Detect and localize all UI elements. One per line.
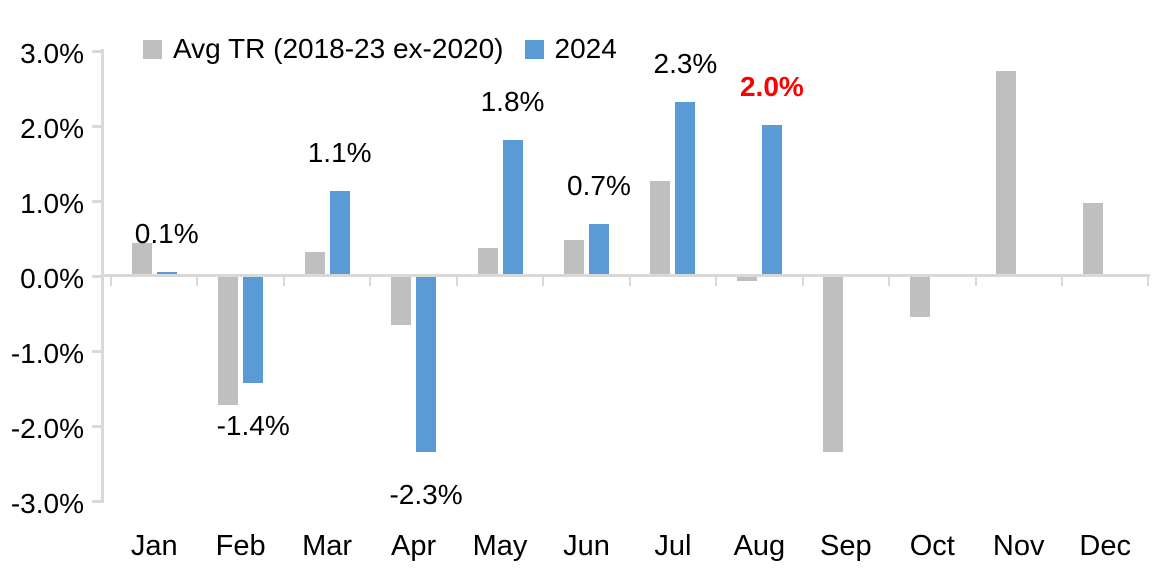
x-axis-label-aug: Aug: [733, 530, 786, 562]
x-axis-label-nov: Nov: [992, 530, 1045, 562]
bar-avg-tr-mar: [304, 252, 325, 276]
y-axis-tick: [92, 425, 101, 428]
x-axis-tick: [282, 277, 285, 286]
data-label-jun: 0.7%: [567, 170, 631, 202]
x-axis-tick: [369, 277, 372, 286]
y-axis-label--3.0%: -3.0%: [10, 488, 84, 519]
x-axis-tick: [715, 277, 718, 286]
data-label-feb: -1.4%: [216, 410, 290, 442]
x-axis-tick: [1060, 277, 1063, 286]
y-axis-tick: [92, 350, 101, 353]
legend-swatch-avg-tr-icon: [143, 39, 162, 59]
y-axis-label-1.0%: 1.0%: [20, 188, 84, 219]
x-axis-label-feb: Feb: [215, 530, 266, 562]
data-label-aug: 2.0%: [739, 70, 804, 102]
bar-2024-apr: [416, 276, 437, 452]
y-axis-label--2.0%: -2.0%: [10, 413, 84, 444]
data-label-may: 1.8%: [480, 85, 545, 117]
bar-2024-mar: [329, 190, 350, 276]
x-axis-tick: [196, 277, 199, 286]
x-axis-tick: [974, 277, 977, 286]
data-label-apr: -2.3%: [389, 478, 463, 510]
x-axis-label-may: May: [472, 530, 528, 562]
legend-label-2024: 2024: [554, 33, 617, 64]
y-axis-label-0.0%: 0.0%: [20, 263, 84, 294]
y-axis-tick: [92, 200, 101, 203]
y-axis-label-3.0%: 3.0%: [20, 38, 84, 69]
bar-avg-tr-dec: [1082, 202, 1103, 276]
x-axis-label-jun: Jun: [563, 530, 610, 562]
bar-avg-tr-oct: [909, 276, 930, 318]
y-axis-label-2.0%: 2.0%: [20, 113, 84, 144]
x-axis-label-dec: Dec: [1079, 530, 1131, 562]
bar-avg-tr-jan: [131, 243, 152, 276]
legend-item-avg-tr: Avg TR (2018-23 ex-2020): [143, 33, 504, 64]
x-axis-label-mar: Mar: [302, 530, 353, 562]
x-axis-tick: [542, 277, 545, 286]
x-axis-tick: [801, 277, 804, 286]
x-axis-tick: [628, 277, 631, 286]
legend-label-avg-tr: Avg TR (2018-23 ex-2020): [173, 33, 504, 64]
bar-2024-jun: [588, 224, 609, 276]
bar-avg-tr-nov: [996, 71, 1017, 276]
x-axis-label-oct: Oct: [909, 530, 955, 562]
y-axis-tick: [92, 125, 101, 128]
data-label-jul: 2.3%: [653, 48, 718, 79]
x-axis-label-jan: Jan: [130, 530, 178, 562]
x-axis-tick: [888, 277, 891, 286]
y-axis-tick: [92, 275, 101, 278]
x-axis-label-jul: Jul: [654, 530, 692, 562]
bar-2024-feb: [243, 276, 264, 384]
bar-2024-jan: [156, 271, 177, 276]
y-axis-tick: [92, 500, 101, 503]
x-axis-tick: [1147, 277, 1150, 286]
bar-avg-tr-jul: [650, 180, 671, 276]
x-axis-tick: [455, 277, 458, 286]
data-label-mar: 1.1%: [307, 136, 372, 168]
chart-legend: Avg TR (2018-23 ex-2020) 2024: [143, 33, 617, 64]
bar-avg-tr-feb: [218, 276, 239, 405]
legend-item-2024: 2024: [524, 33, 617, 64]
x-axis-label-sep: Sep: [820, 530, 872, 562]
x-axis-line: [101, 274, 1150, 277]
legend-swatch-2024-icon: [524, 39, 544, 59]
bar-avg-tr-apr: [391, 276, 412, 325]
bar-avg-tr-aug: [736, 276, 757, 281]
y-axis-tick: [92, 50, 101, 53]
bar-avg-tr-sep: [823, 276, 844, 452]
x-axis-label-apr: Apr: [390, 530, 437, 562]
bar-2024-aug: [761, 124, 782, 276]
bar-2024-may: [502, 139, 523, 276]
y-axis-label--1.0%: -1.0%: [10, 338, 84, 369]
x-axis-tick: [110, 277, 112, 286]
data-label-jan: 0.1%: [134, 217, 199, 249]
bar-avg-tr-jun: [563, 240, 584, 276]
bar-avg-tr-may: [477, 247, 498, 276]
bar-2024-jul: [675, 102, 696, 276]
